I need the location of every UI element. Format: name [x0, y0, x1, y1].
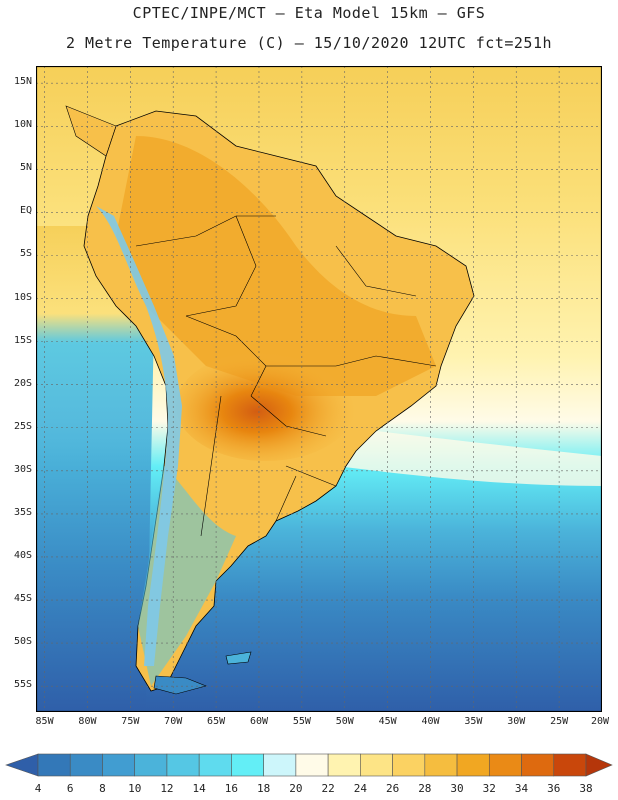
colorbar-bin [360, 753, 393, 777]
country-borders [135, 215, 437, 537]
lat-tick-label: 50S [13, 636, 32, 648]
colorbar-bin [456, 753, 490, 777]
andes-cold-ridge [96, 206, 182, 666]
colorbar-min-arrow [5, 753, 39, 777]
lon-tick-label: 30W [507, 716, 526, 727]
temperature-map [36, 66, 602, 712]
colorbar-tick-label: 38 [579, 782, 593, 795]
graticule [36, 66, 602, 712]
colorbar-bin [263, 753, 297, 777]
lon-tick-label: 45W [378, 716, 397, 727]
colorbar-tick-label: 6 [66, 782, 74, 795]
lat-tick-label: 15S [13, 334, 32, 346]
map-frame [36, 66, 602, 712]
hot-core-zone [176, 351, 356, 461]
lat-tick-label: 45S [13, 593, 32, 605]
lon-tick-label: 20W [590, 716, 610, 727]
colorbar-bin [231, 753, 264, 777]
colorbar-bin [198, 753, 232, 777]
lat-tick-label: 40S [13, 549, 32, 561]
colorbar-bin [166, 753, 200, 777]
lon-tick-label: 50W [335, 716, 354, 727]
lon-tick-label: 40W [421, 716, 440, 727]
colorbar-tick-label: 4 [34, 782, 42, 795]
temperature-colorbar [5, 753, 613, 777]
lon-tick-label: 25W [550, 716, 569, 727]
colorbar-tick-label: 30 [450, 782, 464, 795]
colorbar-max-arrow [585, 753, 613, 777]
map-title-line-2: 2 Metre Temperature (C) – 15/10/2020 12U… [65, 34, 553, 52]
colorbar-tick-label: 34 [514, 782, 529, 795]
colorbar-tick-label: 10 [128, 782, 142, 795]
tropical-hot-zone [116, 136, 436, 396]
colorbar-bin [37, 753, 71, 777]
tierra-del-fuego [153, 675, 207, 695]
map-title-line-1: CPTEC/INPE/MCT – Eta Model 15km – GFS [132, 4, 486, 22]
lat-tick-label: 10N [13, 119, 32, 131]
lat-tick-label: 30S [13, 463, 32, 475]
lat-tick-label: EQ [19, 205, 32, 217]
colorbar-bin [69, 753, 103, 777]
colorbar-bin [134, 753, 168, 777]
colorbar-tick-label: 20 [289, 782, 303, 795]
lon-tick-label: 55W [292, 716, 311, 727]
lat-tick-label: 5S [19, 248, 32, 260]
colorbar-tick-label: 12 [160, 782, 174, 795]
lon-tick-label: 60W [249, 716, 268, 727]
colorbar-tick-label: 24 [353, 782, 367, 795]
colorbar-bin [392, 753, 426, 777]
lon-tick-label: 85W [35, 716, 54, 727]
colorbar-tick-label: 32 [482, 782, 496, 795]
lat-tick-label: 25S [13, 420, 32, 432]
colorbar-tick-label: 16 [224, 782, 239, 795]
lat-tick-label: 15N [13, 76, 32, 88]
lon-tick-label: 80W [78, 716, 97, 727]
colorbar-tick-label: 28 [418, 782, 432, 795]
colorbar-bin [295, 753, 329, 777]
colorbar-tick-label: 8 [99, 782, 106, 795]
lat-tick-label: 5N [19, 162, 32, 174]
lon-tick-label: 35W [464, 716, 483, 727]
colorbar-bin [521, 753, 555, 777]
lon-tick-label: 75W [121, 716, 140, 727]
temperature-map-panel [36, 66, 602, 712]
colorbar-tick-label: 18 [257, 782, 271, 795]
colorbar-bin [327, 753, 361, 777]
colorbar-tick-label: 26 [385, 782, 400, 795]
colorbar-tick-label: 14 [192, 782, 206, 795]
falkland-islands [225, 651, 252, 665]
colorbar-tick-label: 22 [321, 782, 335, 795]
lon-tick-label: 70W [164, 716, 183, 727]
colorbar-tick-label: 36 [547, 782, 561, 795]
colorbar-bin [102, 753, 136, 777]
lat-tick-label: 55S [13, 679, 32, 691]
lon-tick-label: 65W [207, 716, 226, 727]
lat-tick-label: 20S [13, 377, 32, 389]
lat-tick-label: 10S [13, 291, 32, 303]
pacific-ocean-field [36, 226, 156, 712]
lat-tick-label: 35S [13, 506, 32, 518]
colorbar-bin [424, 753, 458, 777]
colorbar-bin [488, 753, 522, 777]
colorbar-bin [553, 753, 587, 777]
